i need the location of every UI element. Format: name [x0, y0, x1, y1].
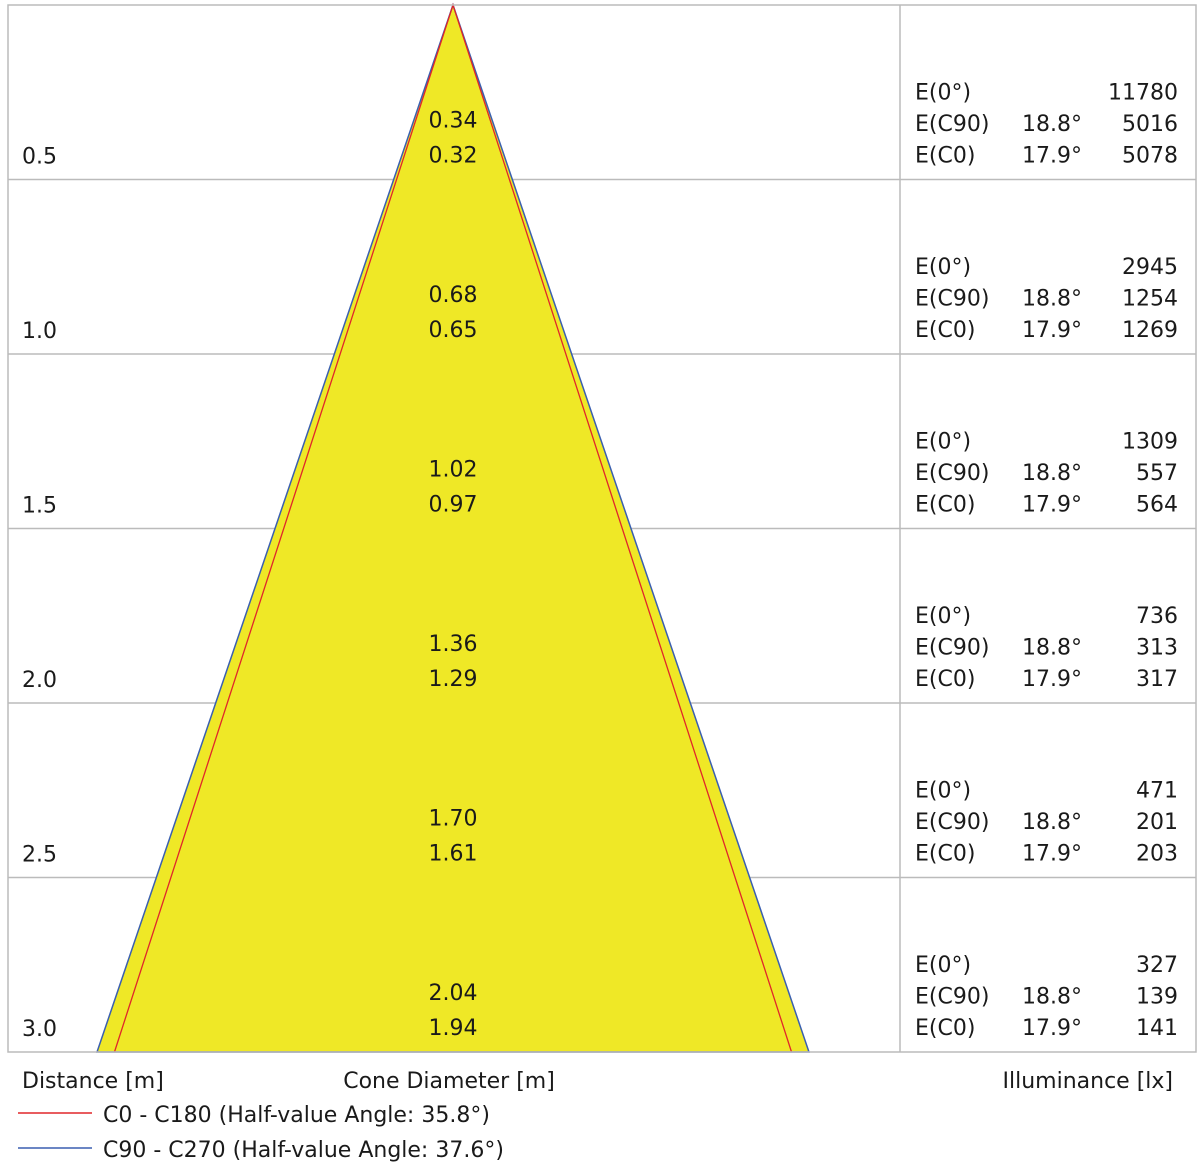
distance-label: 3.0	[22, 1017, 57, 1042]
diameter-c90: 1.70	[429, 807, 478, 832]
diameter-c0: 0.32	[429, 144, 478, 169]
illuminance-value: 736	[1136, 604, 1178, 629]
illuminance-label: E(0°)	[915, 953, 971, 978]
distance-label: 1.5	[22, 494, 57, 519]
diameter-c0: 0.97	[429, 493, 478, 518]
illuminance-label: E(C90)	[915, 461, 989, 486]
illuminance-value: 141	[1136, 1016, 1178, 1041]
illuminance-value: 327	[1136, 953, 1178, 978]
illuminance-value: 1269	[1122, 318, 1178, 343]
illuminance-angle: 17.9°	[1022, 318, 1082, 343]
footer-distance: Distance [m]	[22, 1069, 164, 1094]
illuminance-label: E(C90)	[915, 985, 989, 1010]
diameter-c90: 1.02	[429, 458, 478, 483]
legend-label: C90 - C270 (Half-value Angle: 37.6°)	[103, 1138, 504, 1163]
illuminance-value: 317	[1136, 667, 1178, 692]
diameter-c0: 1.61	[429, 842, 478, 867]
illuminance-angle: 17.9°	[1022, 493, 1082, 518]
footer-illuminance: Illuminance [lx]	[1003, 1069, 1174, 1094]
illuminance-value: 564	[1136, 493, 1178, 518]
illuminance-label: E(C90)	[915, 636, 989, 661]
illuminance-angle: 18.8°	[1022, 461, 1082, 486]
illuminance-label: E(0°)	[915, 430, 971, 455]
illuminance-value: 203	[1136, 842, 1178, 867]
illuminance-angle: 18.8°	[1022, 636, 1082, 661]
illuminance-label: E(C90)	[915, 810, 989, 835]
diameter-c90: 0.68	[429, 283, 478, 308]
illuminance-value: 139	[1136, 985, 1178, 1010]
illuminance-label: E(0°)	[915, 779, 971, 804]
illuminance-label: E(C0)	[915, 493, 975, 518]
illuminance-angle: 17.9°	[1022, 144, 1082, 169]
diameter-c0: 0.65	[429, 318, 478, 343]
illuminance-value: 201	[1136, 810, 1178, 835]
illuminance-value: 11780	[1108, 81, 1178, 106]
illuminance-value: 5016	[1122, 112, 1178, 137]
illuminance-label: E(C0)	[915, 1016, 975, 1041]
illuminance-angle: 18.8°	[1022, 985, 1082, 1010]
illuminance-label: E(C0)	[915, 144, 975, 169]
illuminance-angle: 18.8°	[1022, 287, 1082, 312]
diameter-c90: 1.36	[429, 632, 478, 657]
illuminance-value: 313	[1136, 636, 1178, 661]
illuminance-angle: 17.9°	[1022, 842, 1082, 867]
illuminance-angle: 17.9°	[1022, 667, 1082, 692]
legend-label: C0 - C180 (Half-value Angle: 35.8°)	[103, 1103, 490, 1128]
illuminance-angle: 18.8°	[1022, 112, 1082, 137]
distance-label: 2.0	[22, 668, 57, 693]
illuminance-label: E(C90)	[915, 112, 989, 137]
footer-cone-diameter: Cone Diameter [m]	[343, 1069, 555, 1094]
illuminance-value: 1309	[1122, 430, 1178, 455]
illuminance-value: 2945	[1122, 255, 1178, 280]
illuminance-value: 1254	[1122, 287, 1178, 312]
distance-label: 1.0	[22, 319, 57, 344]
diameter-c90: 0.34	[429, 109, 478, 134]
frame	[7, 4, 1197, 1053]
illuminance-value: 471	[1136, 779, 1178, 804]
illuminance-label: E(C0)	[915, 667, 975, 692]
distance-label: 2.5	[22, 843, 57, 868]
illuminance-label: E(0°)	[915, 604, 971, 629]
illuminance-label: E(0°)	[915, 81, 971, 106]
illuminance-label: E(C0)	[915, 842, 975, 867]
illuminance-value: 557	[1136, 461, 1178, 486]
distance-label: 0.5	[22, 145, 57, 170]
illuminance-label: E(C0)	[915, 318, 975, 343]
illuminance-label: E(C90)	[915, 287, 989, 312]
illuminance-value: 5078	[1122, 144, 1178, 169]
illuminance-angle: 18.8°	[1022, 810, 1082, 835]
diameter-c0: 1.29	[429, 667, 478, 692]
illuminance-angle: 17.9°	[1022, 1016, 1082, 1041]
diameter-c90: 2.04	[429, 981, 478, 1006]
diameter-c0: 1.94	[429, 1016, 478, 1041]
illuminance-label: E(0°)	[915, 255, 971, 280]
